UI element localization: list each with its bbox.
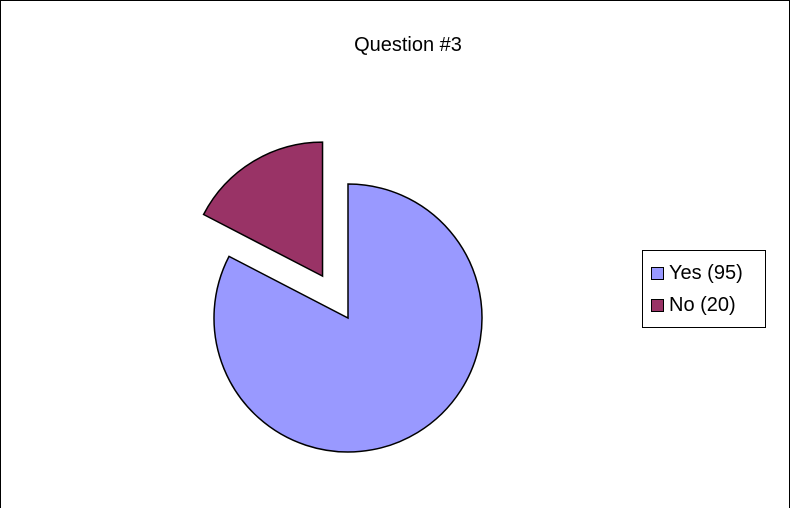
legend-label-yes: Yes (95) <box>669 261 743 284</box>
legend-swatch-no <box>651 298 664 312</box>
pie-slice-yes <box>213 183 483 453</box>
legend-swatch-yes <box>651 266 664 280</box>
legend-label-no: No (20) <box>669 293 736 316</box>
legend: Yes (95) No (20) <box>642 250 766 328</box>
chart-title: Question #3 <box>354 34 462 56</box>
legend-item-no: No (20) <box>651 292 736 318</box>
legend-item-yes: Yes (95) <box>651 260 743 286</box>
pie-slice-no <box>202 141 324 278</box>
